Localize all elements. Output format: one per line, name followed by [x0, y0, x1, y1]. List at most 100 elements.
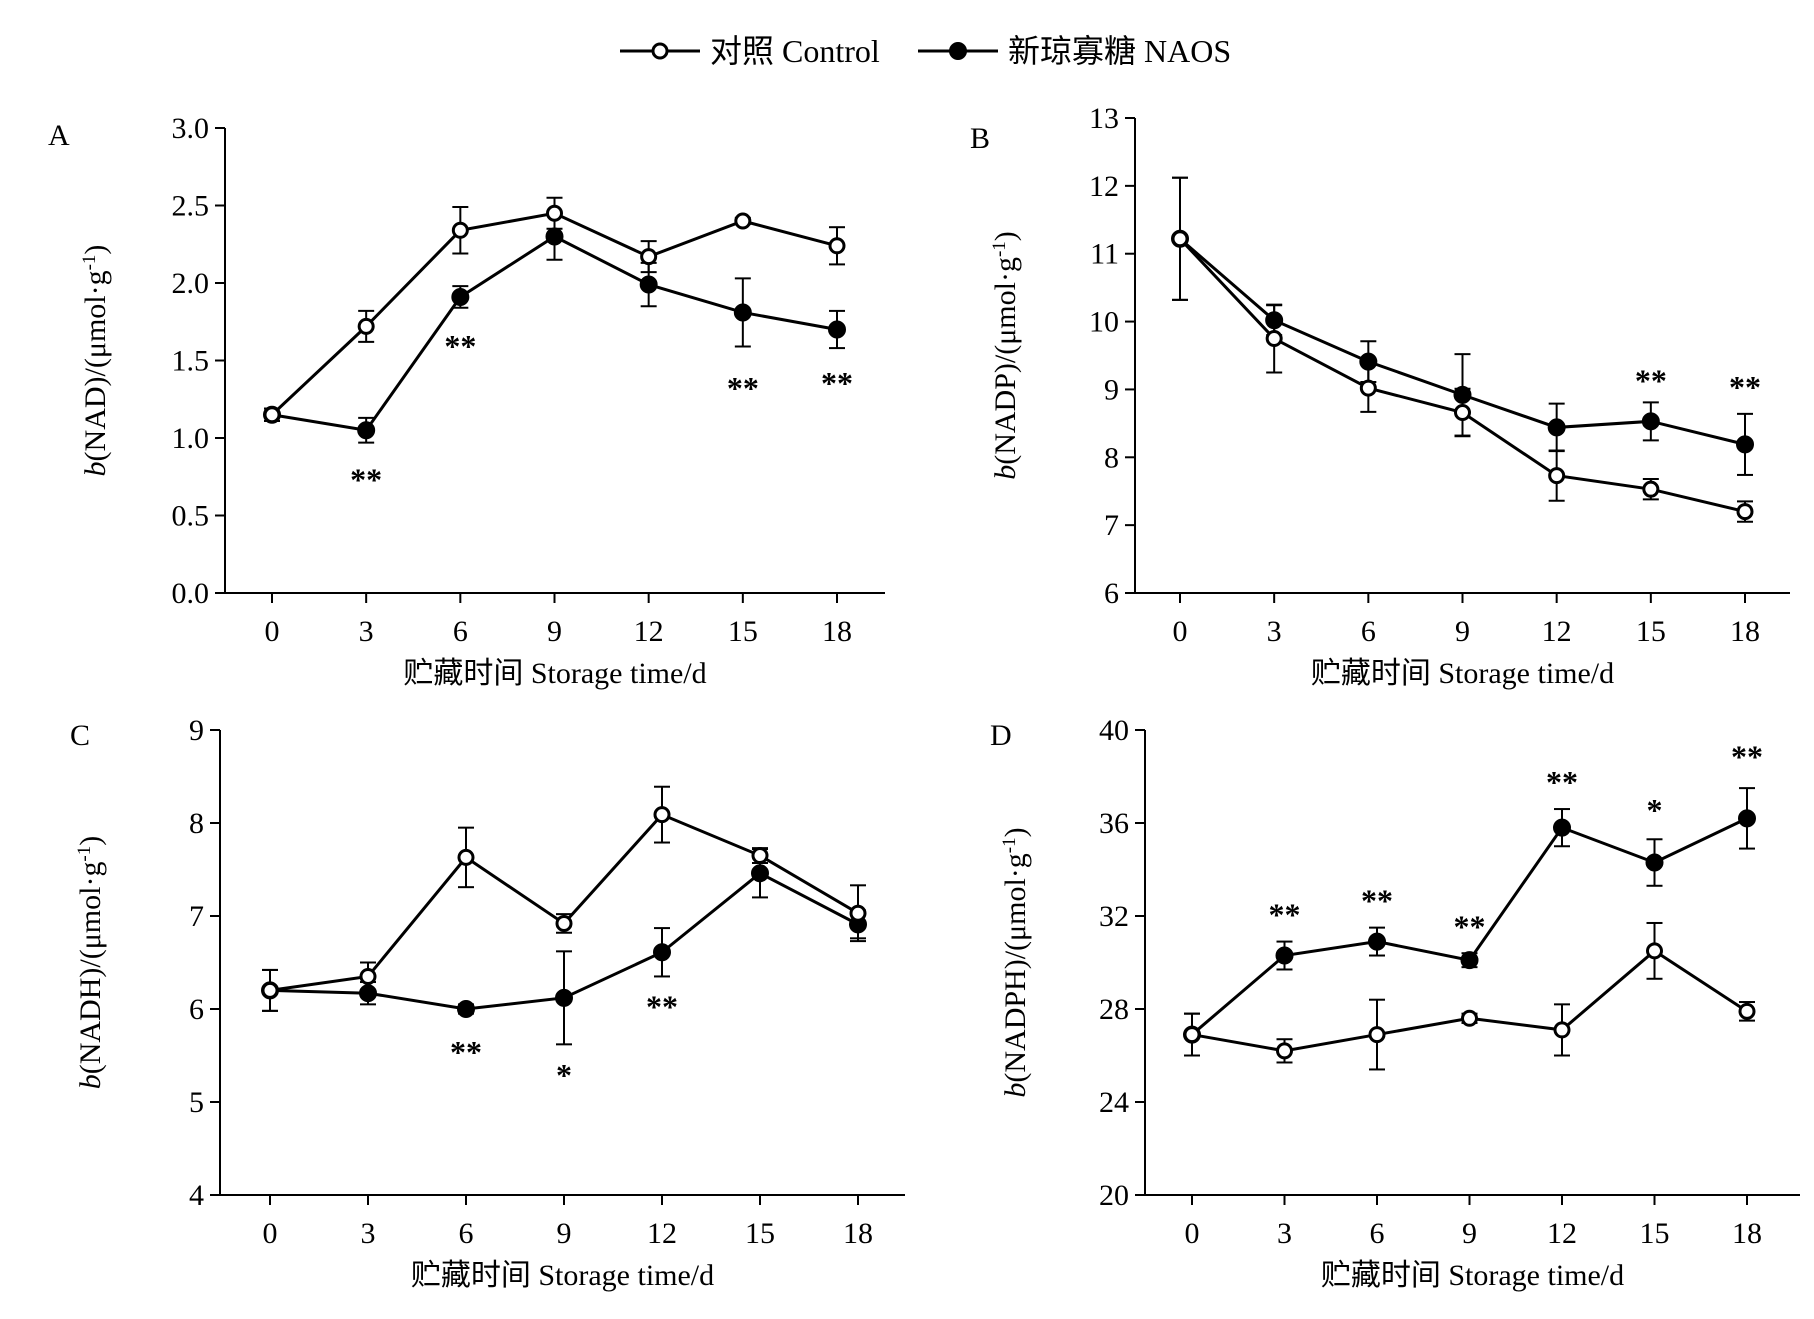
y-tick-label: 0.5: [172, 500, 210, 533]
panel-label: C: [70, 719, 90, 752]
x-tick-label: 6: [453, 615, 468, 648]
data-point: [1265, 330, 1283, 348]
x-tick-label: 18: [1730, 615, 1760, 648]
significance-mark: *: [1647, 792, 1663, 828]
data-point: [1646, 942, 1663, 960]
y-tick-label: 1.0: [172, 422, 210, 455]
y-tick-label: 7: [1104, 509, 1119, 542]
panel-label: A: [48, 119, 70, 152]
y-axis-title: b(NADP)/(μmol·g-1): [989, 231, 1023, 480]
y-axis-title-exponent: -1: [79, 255, 100, 271]
x-tick-label: 12: [1547, 1217, 1577, 1250]
y-tick-label: 32: [1099, 900, 1129, 933]
y-axis-title-exponent: -1: [999, 837, 1020, 853]
data-point: [849, 904, 867, 922]
data-point: [653, 806, 671, 824]
y-tick-label: 10: [1089, 306, 1119, 339]
x-tick-label: 3: [359, 615, 374, 648]
x-tick-label: 6: [459, 1217, 474, 1250]
y-tick-label: 20: [1099, 1179, 1129, 1212]
y-axis-title-close: ): [74, 836, 107, 846]
x-tick-label: 9: [557, 1217, 572, 1250]
y-tick-label: 12: [1089, 170, 1119, 203]
data-point: [357, 317, 375, 335]
y-tick-label: 11: [1090, 238, 1119, 271]
data-point: [1553, 818, 1571, 837]
panel-label: B: [970, 122, 990, 155]
significance-mark: **: [1269, 897, 1301, 933]
data-point: [1547, 418, 1566, 437]
significance-mark: **: [444, 328, 476, 364]
y-tick-label: 4: [189, 1179, 204, 1212]
panel-a: 0.0 0.5 1.0 1.5 2.0 2.5 3.0 0 3 6 9 12 15 18 贮藏时间 Stor…: [48, 112, 885, 690]
data-point: [359, 967, 377, 985]
significance-mark: **: [1361, 883, 1393, 919]
x-axis-title: 贮藏时间 Storage time/d: [1311, 657, 1614, 690]
y-axis-title-body: (NADP)/(μmol·g: [989, 257, 1022, 465]
y-tick-label: 5: [189, 1086, 204, 1119]
series-control: [1183, 921, 1756, 1071]
legend-naos-label: 新琼寡糖 NAOS: [1008, 33, 1231, 69]
y-axis-title-symbol: b: [989, 465, 1022, 480]
data-point: [734, 212, 752, 230]
x-tick-label: 18: [1732, 1217, 1762, 1250]
data-point: [1454, 404, 1471, 421]
legend-control-label: 对照 Control: [710, 33, 880, 69]
data-point: [1368, 1026, 1386, 1044]
data-point: [263, 406, 281, 424]
x-tick-label: 15: [728, 615, 758, 648]
y-axis-title-body: (NAD)/(μmol·g: [79, 270, 112, 461]
data-point: [1183, 1026, 1201, 1044]
data-point: [1641, 412, 1660, 431]
significance-mark: **: [1635, 362, 1667, 398]
panel-b: 6 7 8 9 10 11 12 13 0 3 6 9 12 15 18 贮藏时间 Storage time/…: [970, 102, 1790, 690]
y-axis-title: b(NADPH)/(μmol·g-1): [999, 827, 1033, 1097]
data-point: [1275, 946, 1294, 965]
significance-mark: **: [727, 370, 759, 406]
data-point: [1642, 480, 1660, 498]
y-axis-title-symbol: b: [999, 1083, 1032, 1098]
y-tick-label: 8: [189, 807, 204, 840]
data-point: [1553, 1021, 1571, 1039]
y-tick-label: 9: [1104, 373, 1119, 406]
y-tick-label: 6: [189, 993, 204, 1026]
legend: 对照 Control 新琼寡糖 NAOS: [620, 33, 1231, 69]
data-point: [828, 237, 846, 255]
x-tick-label: 18: [822, 615, 852, 648]
data-point: [1645, 853, 1664, 872]
y-axis-title-symbol: b: [79, 461, 112, 476]
x-tick-label: 9: [1462, 1217, 1477, 1250]
y-tick-label: 6: [1104, 577, 1119, 610]
x-tick-label: 18: [843, 1217, 873, 1250]
x-tick-label: 6: [1361, 615, 1376, 648]
significance-mark: **: [1546, 764, 1578, 800]
data-point: [545, 227, 564, 246]
significance-mark: *: [556, 1057, 572, 1093]
y-tick-label: 40: [1099, 714, 1129, 747]
data-point: [1276, 1042, 1293, 1060]
x-tick-label: 3: [1267, 615, 1282, 648]
series-naos: [261, 848, 867, 1046]
data-point: [1548, 467, 1566, 485]
y-tick-label: 2.5: [172, 190, 210, 223]
x-axis-title: 贮藏时间 Storage time/d: [411, 1259, 714, 1292]
data-point: [1736, 503, 1754, 521]
y-tick-label: 3.0: [172, 112, 210, 145]
x-tick-label: 0: [265, 615, 280, 648]
data-point: [457, 1000, 475, 1018]
data-point: [751, 847, 769, 865]
y-tick-label: 2.0: [172, 267, 210, 300]
legend-control-marker: [651, 42, 669, 60]
panel-c: 4 5 6 7 8 9 0 3 6 9 12 15 18 贮藏时间 Storage time/d b(NAD…: [70, 714, 905, 1292]
data-point: [1368, 932, 1386, 951]
data-point: [546, 204, 563, 222]
legend-naos-marker: [949, 42, 967, 60]
y-tick-label: 0.0: [172, 577, 210, 610]
data-point: [733, 303, 752, 322]
x-tick-label: 9: [547, 615, 562, 648]
x-axis-title: 贮藏时间 Storage time/d: [403, 657, 706, 690]
x-tick-label: 12: [634, 615, 664, 648]
